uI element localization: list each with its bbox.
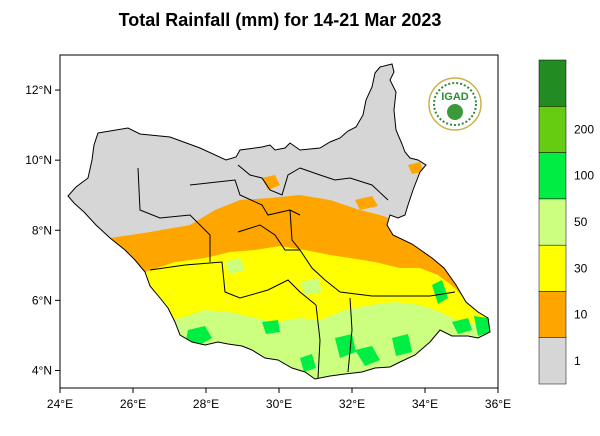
y-axis: 12°N 10°N 8°N 6°N 4°N <box>25 83 60 377</box>
legend-label: 1 <box>574 354 581 368</box>
legend-swatch <box>538 152 567 200</box>
igad-logo: IGAD <box>428 77 482 131</box>
legend-label: 100 <box>574 169 594 183</box>
legend-swatch <box>538 337 567 385</box>
legend-swatch <box>538 106 567 153</box>
y-tick-label: 8°N <box>32 223 52 237</box>
rainfall-patch-green <box>432 280 448 304</box>
rainfall-patch-green <box>392 334 412 356</box>
rainfall-patch-orange <box>355 196 378 210</box>
state-boundaries <box>137 164 456 379</box>
y-tick-label: 4°N <box>32 363 52 377</box>
igad-logo-text: IGAD <box>441 91 469 103</box>
rainfall-patch-orange <box>408 162 424 174</box>
rainfall-patch-lightgreen <box>225 258 245 274</box>
rainfall-patch-green <box>300 354 316 372</box>
x-tick-label: 36°E <box>485 397 511 411</box>
legend-swatch <box>538 198 567 246</box>
legend-swatch <box>538 291 567 338</box>
x-tick-label: 32°E <box>339 397 365 411</box>
map-title: Total Rainfall (mm) for 14-21 Mar 2023 <box>118 10 442 30</box>
rainfall-patch-green <box>262 320 280 334</box>
x-tick-label: 34°E <box>412 397 438 411</box>
legend-label: 30 <box>574 261 588 275</box>
rainfall-patch-green <box>474 316 490 336</box>
rainfall-patch-green <box>355 346 380 366</box>
y-tick-label: 10°N <box>25 153 52 167</box>
x-tick-label: 24°E <box>47 397 73 411</box>
rainfall-patch-green <box>452 318 472 334</box>
rainfall-patch-green <box>186 326 212 346</box>
x-tick-label: 30°E <box>266 397 292 411</box>
y-tick-label: 12°N <box>25 83 52 97</box>
legend-label: 10 <box>574 308 588 322</box>
rainfall-patch-orange <box>262 175 280 190</box>
color-legend: 1 10 30 50 100 200 <box>538 59 594 385</box>
country-outline <box>67 63 491 380</box>
x-tick-label: 26°E <box>120 397 146 411</box>
y-tick-label: 6°N <box>32 293 52 307</box>
rainfall-patch-lightgreen <box>300 278 322 295</box>
legend-label: 50 <box>574 215 588 229</box>
legend-label: 200 <box>574 122 594 136</box>
x-tick-label: 28°E <box>193 397 219 411</box>
legend-swatch <box>538 244 567 292</box>
x-axis: 24°E 26°E 28°E 30°E 32°E 34°E 36°E <box>47 388 511 411</box>
legend-swatch <box>538 59 567 107</box>
